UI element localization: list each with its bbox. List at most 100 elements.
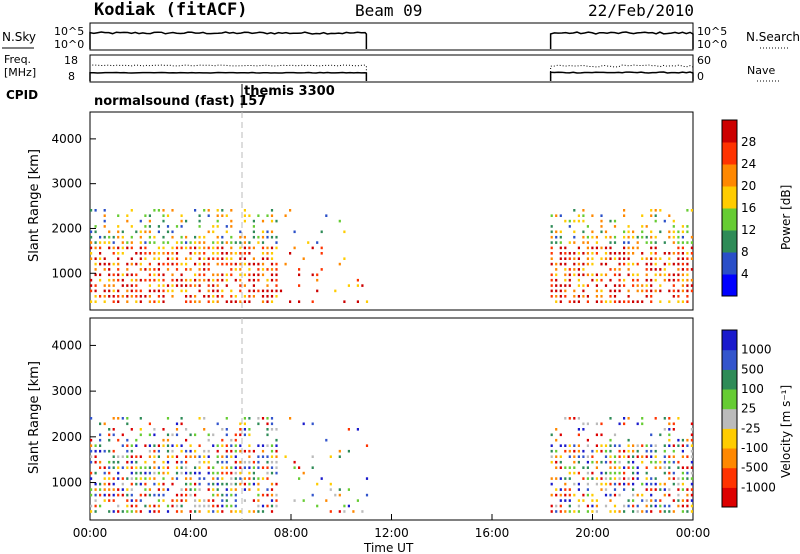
velocity-cell xyxy=(559,493,562,497)
velocity-cell xyxy=(108,488,111,491)
velocity-cell xyxy=(650,493,653,497)
power-cell xyxy=(94,273,97,277)
velocity-cell xyxy=(157,488,160,491)
power-cell xyxy=(189,278,192,282)
velocity-cell xyxy=(582,466,585,469)
velocity-cell xyxy=(203,428,206,431)
power-cell xyxy=(108,246,111,250)
power-cell xyxy=(216,289,219,293)
velocity-cell xyxy=(595,444,598,447)
velocity-cell xyxy=(668,460,671,464)
power-cell xyxy=(650,235,653,239)
power-cell xyxy=(595,289,598,293)
power-cell xyxy=(582,268,585,271)
power-cell xyxy=(650,246,653,250)
velocity-cell xyxy=(641,444,644,447)
velocity-cell xyxy=(198,444,201,447)
power-cell xyxy=(550,278,553,282)
velocity-cell xyxy=(356,428,359,431)
power-cell xyxy=(148,230,151,234)
power-cell xyxy=(582,214,585,217)
power-cell xyxy=(261,268,265,271)
velocity-cell xyxy=(148,504,151,508)
velocity-cell xyxy=(681,499,684,502)
power-cell xyxy=(112,289,115,293)
velocity-cell xyxy=(672,510,675,513)
power-cell xyxy=(573,230,576,234)
velocity-cell xyxy=(90,471,93,475)
power-cell xyxy=(175,252,179,255)
velocity-cell xyxy=(239,428,242,431)
power-cell xyxy=(198,225,201,228)
power-cell xyxy=(108,262,111,266)
power-cell xyxy=(180,225,183,228)
power-cell xyxy=(225,230,228,234)
power-cell xyxy=(654,278,657,282)
power-cell xyxy=(157,268,160,271)
velocity-cell xyxy=(663,455,666,458)
velocity-cell xyxy=(298,466,301,469)
velocity-cell xyxy=(99,422,102,426)
velocity-cell xyxy=(645,471,648,475)
power-cell xyxy=(577,214,580,217)
velocity-cell xyxy=(139,433,142,437)
power-cell xyxy=(577,246,580,250)
power-cell xyxy=(185,235,188,239)
cpid-label: CPID xyxy=(6,88,38,102)
velocity-cell xyxy=(316,482,319,486)
velocity-cell xyxy=(559,433,562,437)
velocity-cell xyxy=(604,460,608,464)
power-cell xyxy=(257,268,260,271)
power-cell xyxy=(112,300,115,303)
power-cell xyxy=(564,284,567,287)
velocity-cell xyxy=(645,499,648,502)
power-cell xyxy=(171,257,174,260)
velocity-cell xyxy=(582,428,585,431)
velocity-cell xyxy=(668,488,671,491)
power-cell xyxy=(289,252,292,255)
power-cell xyxy=(117,235,120,239)
velocity-cell xyxy=(618,482,621,486)
velocity-cell xyxy=(234,504,237,508)
power-cell xyxy=(171,289,174,293)
power-colorbar-tick-label: 20 xyxy=(741,179,756,193)
velocity-cell xyxy=(261,444,265,447)
power-cell xyxy=(609,219,612,223)
power-cell xyxy=(130,225,133,228)
velocity-cell xyxy=(185,455,188,458)
power-cell xyxy=(153,278,156,282)
velocity-cell xyxy=(338,510,341,513)
power-cell xyxy=(117,230,120,234)
nsky-trace-window-2 xyxy=(549,31,694,49)
velocity-cell xyxy=(94,482,97,486)
velocity-cell xyxy=(623,477,626,480)
velocity-cell xyxy=(663,444,666,447)
power-y-tick-label: 3000 xyxy=(51,177,82,191)
velocity-cell xyxy=(198,504,201,508)
power-cell xyxy=(148,252,151,255)
power-cell xyxy=(645,225,648,228)
velocity-cell xyxy=(266,422,269,426)
power-cell xyxy=(239,230,242,234)
velocity-cell xyxy=(550,460,553,464)
power-cell xyxy=(216,278,219,282)
velocity-cell xyxy=(94,499,97,502)
velocity-cell xyxy=(90,488,93,491)
velocity-cell xyxy=(171,482,174,486)
velocity-cell xyxy=(636,455,639,458)
power-cell xyxy=(153,268,156,271)
power-cell xyxy=(613,225,617,228)
power-cell xyxy=(203,257,206,260)
power-cell xyxy=(90,278,93,282)
power-cell xyxy=(99,295,102,298)
velocity-cell xyxy=(275,460,278,464)
velocity-cell xyxy=(270,455,274,458)
velocity-cell xyxy=(550,504,553,508)
velocity-cell xyxy=(564,449,567,453)
velocity-cell xyxy=(157,455,160,458)
power-cell xyxy=(690,246,693,250)
power-cell xyxy=(654,262,657,266)
power-cell xyxy=(316,241,319,244)
velocity-cell xyxy=(636,471,639,475)
